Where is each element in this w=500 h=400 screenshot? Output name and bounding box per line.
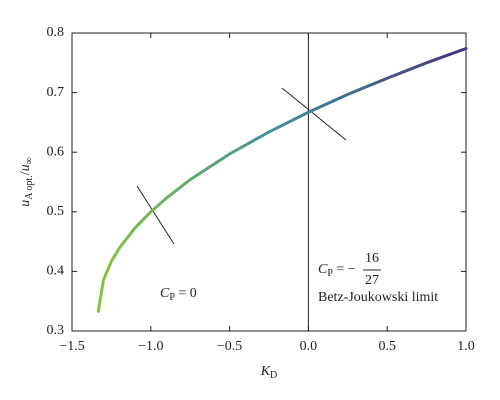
x-tick-label: 0.5 bbox=[378, 339, 396, 354]
plot-frame bbox=[71, 32, 467, 332]
y-tick-label: 0.6 bbox=[47, 144, 65, 159]
y-label-sub: ∞ bbox=[24, 157, 35, 164]
y-label-symbol: u bbox=[18, 200, 33, 207]
data-line bbox=[96, 46, 468, 313]
fraction-denominator: 27 bbox=[365, 273, 379, 288]
y-tick-label: 0.4 bbox=[47, 264, 65, 279]
annotation-symbol: C bbox=[318, 262, 328, 277]
annotation-symbol: C bbox=[160, 286, 170, 301]
annotation-pointer bbox=[136, 185, 175, 245]
annotation-sub: P bbox=[169, 292, 175, 303]
y-tick-label: 0.3 bbox=[47, 323, 65, 338]
x-tick-label: −0.5 bbox=[217, 339, 242, 354]
annotation-sub: P bbox=[327, 268, 333, 279]
y-axis-label: uA opt./u∞ bbox=[18, 157, 35, 206]
x-tick-label: −1.5 bbox=[59, 339, 84, 354]
annotation-pointer bbox=[281, 87, 347, 141]
y-label-symbol: u bbox=[18, 164, 33, 171]
y-tick-label: 0.7 bbox=[47, 85, 65, 100]
y-tick-label: 0.5 bbox=[47, 204, 65, 219]
annotation: CP = 0 bbox=[160, 286, 197, 303]
annotation: CP = − bbox=[318, 262, 356, 279]
x-label-sub: D bbox=[270, 370, 277, 381]
y-label-sub: A opt. bbox=[24, 175, 35, 199]
x-tick-label: 0.0 bbox=[300, 339, 318, 354]
x-tick-label: 1.0 bbox=[457, 339, 475, 354]
x-label-symbol: K bbox=[260, 364, 271, 379]
fraction-numerator: 16 bbox=[365, 251, 379, 266]
annotation-rest: = − bbox=[333, 262, 356, 277]
annotation-note: Betz-Joukowski limit bbox=[318, 290, 438, 305]
x-tick-label: −1.0 bbox=[138, 339, 163, 354]
annotation-rest: = 0 bbox=[175, 286, 197, 301]
y-tick-label: 0.8 bbox=[47, 25, 65, 40]
x-axis-label: KD bbox=[260, 364, 278, 381]
y-label-slash: / bbox=[18, 171, 33, 175]
